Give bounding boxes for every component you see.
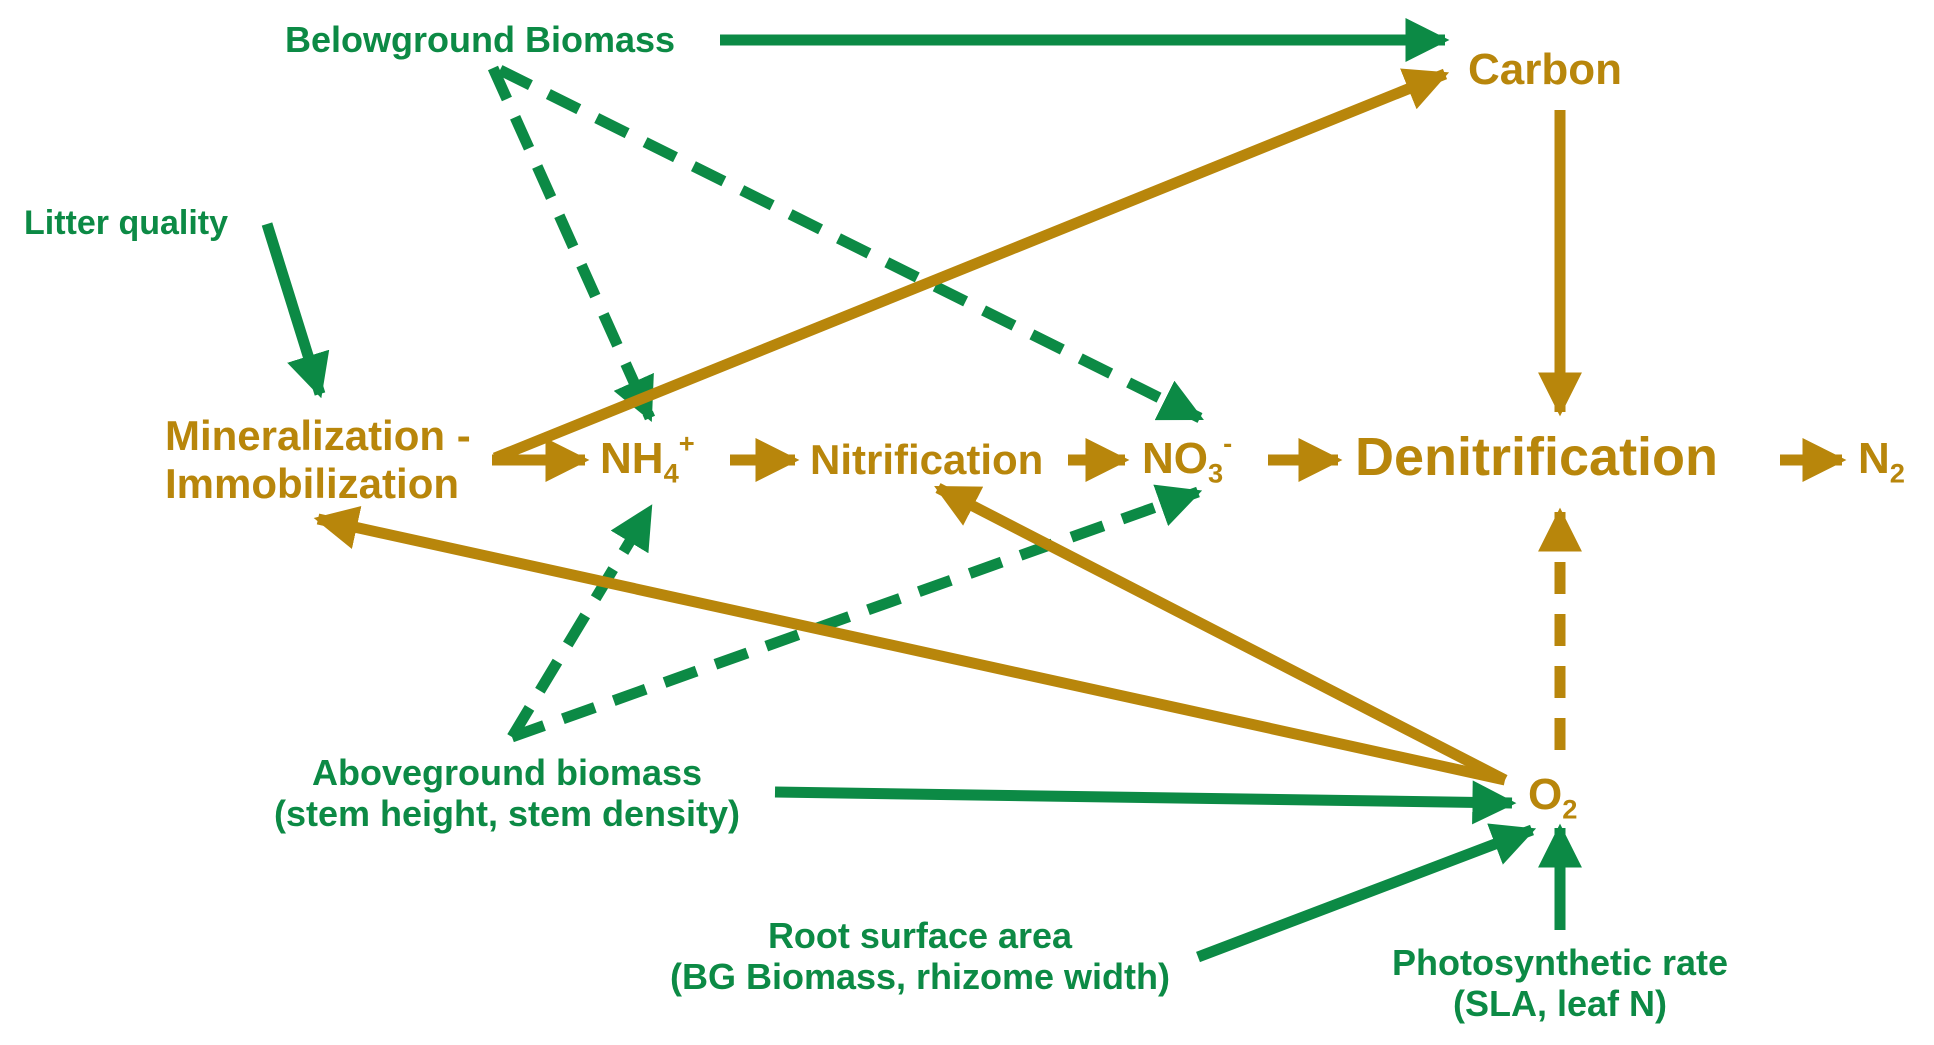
edge-belowground-to-no3-dashed — [497, 65, 1204, 423]
node-mineralization-immobilization: Mineralization - Immobilization — [165, 412, 471, 509]
nh4-subscript: 4 — [663, 457, 679, 489]
node-o2: O2 — [1528, 770, 1577, 823]
edge-aboveground-to-nh4-dashed — [507, 504, 655, 740]
mineralization-line-2: Immobilization — [165, 460, 459, 508]
node-root-surface-area: Root surface area (BG Biomass, rhizome w… — [650, 915, 1190, 998]
no3-text: NO — [1142, 434, 1208, 483]
edge-root-to-o2 — [1196, 823, 1537, 963]
n2-subscript: 2 — [1889, 457, 1905, 489]
edge-litter-to-mineralization — [261, 222, 330, 399]
node-n2: N2 — [1858, 434, 1905, 487]
node-nitrification: Nitrification — [810, 436, 1044, 483]
edge-o2-to-nitrification — [934, 483, 1508, 785]
photo-line-1: Photosynthetic rate — [1391, 942, 1729, 983]
root-line-1: Root surface area — [767, 915, 1073, 956]
node-litter-quality: Litter quality — [24, 204, 229, 242]
mineralization-line-1: Mineralization - — [165, 412, 471, 459]
aboveground-line-2: (stem height, stem density) — [273, 793, 741, 835]
node-carbon: Carbon — [1468, 45, 1622, 94]
node-belowground-biomass: Belowground Biomass — [285, 19, 676, 60]
no3-superscript: - — [1223, 427, 1233, 459]
edge-o2-to-mineralization — [313, 506, 1507, 786]
node-photosynthetic-rate: Photosynthetic rate (SLA, leaf N) — [1360, 942, 1760, 1025]
node-no3: NO3- — [1142, 429, 1232, 486]
no3-subscript: 3 — [1208, 457, 1224, 489]
node-aboveground-biomass: Aboveground biomass (stem height, stem d… — [262, 752, 752, 835]
o2-text: O — [1528, 770, 1563, 819]
edge-aboveground-to-o2 — [774, 780, 1517, 825]
aboveground-line-1: Aboveground biomass — [311, 752, 703, 793]
edge-mineralization-to-carbon — [492, 68, 1450, 464]
n2-text: N — [1858, 434, 1890, 483]
edge-belowground-to-nh4-dashed-b — [487, 65, 656, 423]
root-line-2: (BG Biomass, rhizome width) — [669, 956, 1171, 998]
node-denitrification: Denitrification — [1355, 427, 1719, 487]
nh4-superscript: + — [678, 427, 695, 459]
nh4-text: NH — [600, 434, 664, 483]
photo-line-2: (SLA, leaf N) — [1452, 983, 1667, 1025]
edge-aboveground-to-no3-dashed — [510, 484, 1203, 743]
node-nh4: NH4+ — [600, 429, 695, 486]
o2-subscript: 2 — [1562, 793, 1578, 825]
